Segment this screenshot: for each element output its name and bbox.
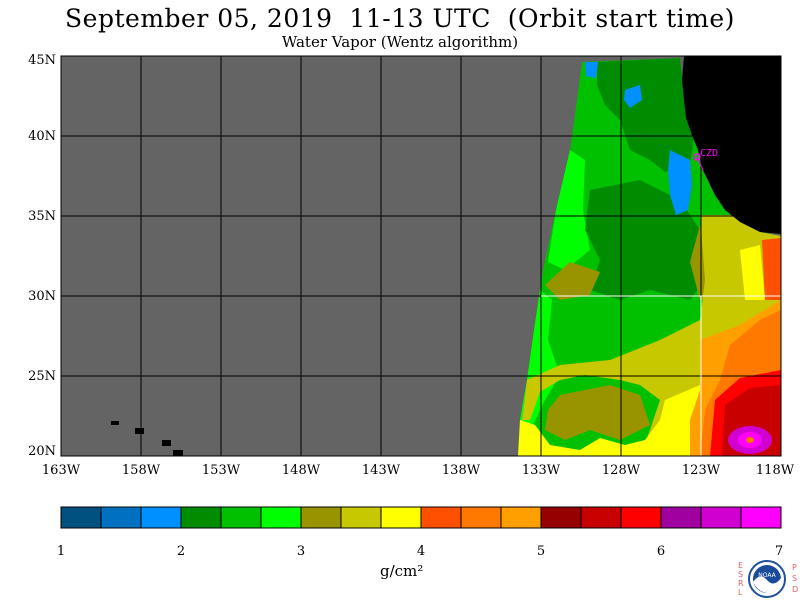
colorbar-swatch <box>740 506 782 529</box>
logo-letter: L <box>738 588 743 597</box>
colorbar-tick-labels: 1 2 3 4 5 6 7 <box>57 544 783 559</box>
lon-label: 123W <box>682 463 721 478</box>
colorbar-tick: 5 <box>537 544 545 559</box>
north-america-land <box>682 56 781 234</box>
lon-label: 148W <box>282 463 321 478</box>
lat-label: 25N <box>28 369 56 384</box>
swath-blue-patch-northwest <box>585 62 598 78</box>
colorbar-frame <box>60 506 782 529</box>
swath-orange-red <box>762 238 781 300</box>
colorbar-tick: 3 <box>297 544 305 559</box>
lon-label: 163W <box>42 463 81 478</box>
colorbar-swatch <box>620 506 662 529</box>
logo-letter: R <box>738 579 744 588</box>
colorbar-tick: 1 <box>57 544 65 559</box>
hawaii-islands <box>111 421 183 456</box>
swath-orange-eye <box>746 437 754 443</box>
station-label: CZD <box>700 148 718 159</box>
lat-label: 35N <box>28 209 56 224</box>
swath-blue-patch <box>668 150 692 215</box>
logo-letter: S <box>738 570 743 579</box>
map-border <box>60 55 782 457</box>
colorbar <box>60 506 782 529</box>
lon-label: 138W <box>442 463 481 478</box>
map-title: September 05, 2019 11-13 UTC (Orbit star… <box>65 4 735 33</box>
lat-label: 40N <box>28 129 56 144</box>
logo-letter: D <box>792 585 798 594</box>
lat-label: 45N <box>28 53 56 68</box>
colorbar-swatch <box>580 506 622 529</box>
lon-label: 158W <box>122 463 161 478</box>
colorbar-swatch <box>180 506 222 529</box>
graticule-white-segments <box>541 295 781 456</box>
colorbar-swatch <box>340 506 382 529</box>
colorbar-swatch <box>540 506 582 529</box>
colorbar-swatch <box>100 506 142 529</box>
colorbar-swatch <box>300 506 342 529</box>
colorbar-swatch <box>380 506 422 529</box>
map-subtitle: Water Vapor (Wentz algorithm) <box>281 33 519 51</box>
lon-label: 153W <box>202 463 241 478</box>
logo-badge-text: NOAA <box>758 572 776 579</box>
colorbar-swatch <box>700 506 742 529</box>
czd-station-marker <box>693 153 704 171</box>
logo-letter: S <box>792 574 797 583</box>
colorbar-swatch <box>140 506 182 529</box>
logo-letter: E <box>738 561 743 570</box>
colorbar-swatch <box>60 506 102 529</box>
colorbar-swatch <box>460 506 502 529</box>
lon-label: 118W <box>756 463 795 478</box>
map-area <box>61 56 781 456</box>
lat-label: 20N <box>28 444 56 459</box>
colorbar-tick: 4 <box>417 544 425 559</box>
lat-label: 30N <box>28 289 56 304</box>
swath-yellow-east <box>740 245 765 300</box>
noaa-logo-icon: E S R L P S D NOAA <box>738 560 798 598</box>
colorbar-tick: 6 <box>657 544 665 559</box>
colorbar-swatch <box>220 506 262 529</box>
lon-label: 143W <box>362 463 401 478</box>
colorbar-unit-label: g/cm² <box>380 562 424 580</box>
colorbar-swatch <box>420 506 462 529</box>
colorbar-tick: 7 <box>775 544 783 559</box>
lon-label: 128W <box>602 463 641 478</box>
swath-bright-green-north <box>548 150 590 270</box>
lon-label: 133W <box>522 463 561 478</box>
latitude-labels: 45N 40N 35N 30N 25N 20N <box>28 53 56 459</box>
colorbar-swatch <box>260 506 302 529</box>
logo-letter: P <box>792 563 797 572</box>
colorbar-tick: 2 <box>177 544 185 559</box>
swath-olive <box>545 262 600 300</box>
longitude-labels: 163W 158W 153W 148W 143W 138W 133W 128W … <box>42 463 795 478</box>
swath-olive-south <box>545 385 650 440</box>
swath-yellow <box>518 385 705 456</box>
colorbar-swatch <box>660 506 702 529</box>
colorbar-swatch <box>500 506 542 529</box>
swath-blue-patch-north <box>624 85 642 108</box>
water-vapor-swath <box>518 58 781 456</box>
